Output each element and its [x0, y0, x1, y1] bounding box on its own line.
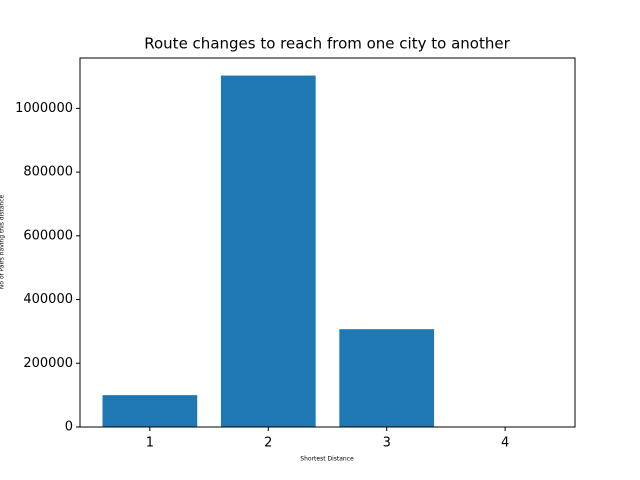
- x-tick-label: 2: [264, 436, 272, 451]
- bar: [339, 329, 435, 427]
- bar: [220, 75, 316, 428]
- y-tick-label: 800000: [23, 165, 73, 180]
- y-tick-label: 0: [65, 420, 73, 435]
- x-tick-label: 4: [501, 436, 509, 451]
- y-tick-label: 1000000: [15, 101, 73, 116]
- chart-title: Route changes to reach from one city to …: [144, 35, 510, 53]
- y-tick-label: 600000: [23, 228, 73, 243]
- x-tick-label: 3: [383, 436, 391, 451]
- y-tick-label: 200000: [23, 356, 73, 371]
- y-tick-label: 400000: [23, 292, 73, 307]
- plot-frame: [79, 57, 576, 428]
- bar: [102, 395, 198, 427]
- x-axis-label: Shortest Distance: [300, 456, 354, 463]
- y-axis-label: No of Pairs having this distance: [0, 194, 6, 289]
- x-tick-label: 1: [146, 436, 154, 451]
